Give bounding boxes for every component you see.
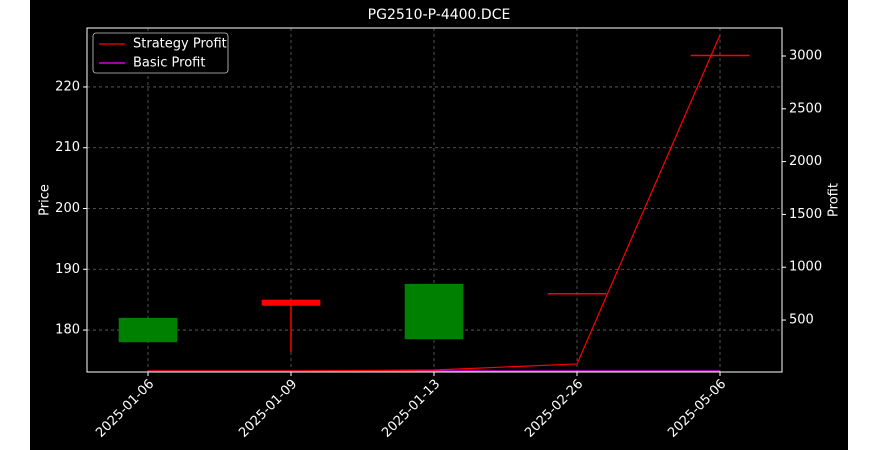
legend-label: Strategy Profit (133, 37, 227, 52)
y-tick-label: 180 (55, 323, 80, 338)
legend-label: Basic Profit (133, 56, 205, 71)
candle-body (261, 299, 321, 306)
y2-tick-label: 500 (789, 313, 814, 328)
y-tick-label: 190 (55, 262, 80, 277)
y-tick-label: 220 (55, 79, 80, 94)
candle-body (404, 283, 464, 340)
y-axis-label: Price (38, 184, 53, 216)
figure-background (30, 0, 848, 450)
candle-body (118, 317, 178, 343)
plot-frame (86, 27, 783, 373)
y-tick-label: 210 (55, 140, 80, 155)
chart-title: PG2510-P-4400.DCE (368, 7, 511, 23)
candle-body (690, 54, 750, 57)
profit-line (148, 34, 721, 372)
candle-body (547, 292, 607, 295)
y2-tick-label: 1500 (789, 207, 822, 222)
y2-tick-label: 3000 (789, 48, 822, 63)
legend-box (92, 32, 229, 74)
y2-tick-label: 2500 (789, 101, 822, 116)
legend: Strategy Profit Basic Profit (92, 32, 229, 74)
y2-axis-label: Profit (827, 183, 842, 217)
y2-tick-label: 2000 (789, 154, 822, 169)
y-tick-label: 200 (55, 201, 80, 216)
y2-tick-label: 1000 (789, 260, 822, 275)
